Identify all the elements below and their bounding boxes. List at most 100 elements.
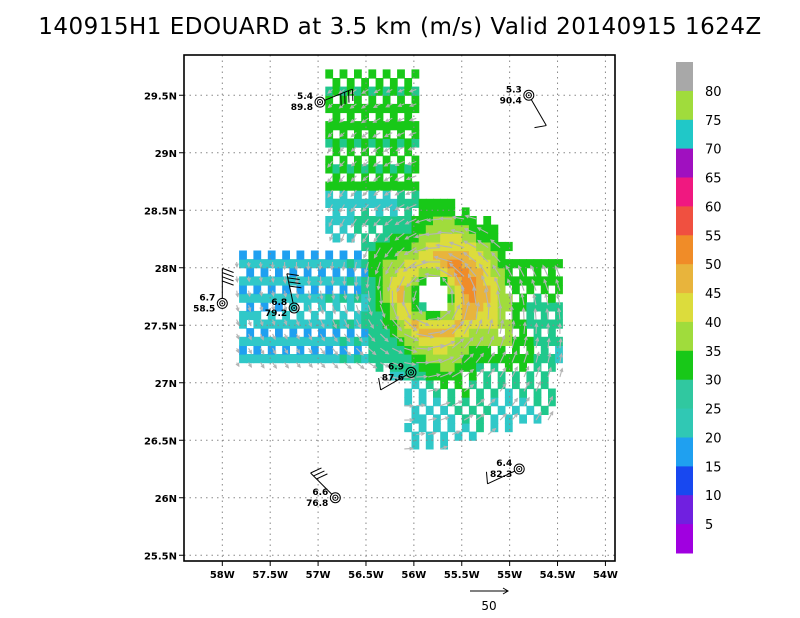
wind-cell: [397, 233, 405, 243]
wind-cell: [418, 388, 427, 398]
wind-cell: [354, 121, 362, 131]
wind-vector-head: [327, 118, 333, 123]
wind-cell: [239, 319, 247, 329]
wind-cell: [504, 319, 513, 329]
wind-cell: [346, 267, 355, 277]
wind-vector-head: [547, 352, 552, 358]
wind-vector: [362, 218, 369, 227]
wind-cell: [411, 155, 420, 165]
wind-cell: [411, 86, 420, 96]
wind-vector-head: [284, 349, 289, 355]
wind-vector: [384, 132, 393, 137]
wind-cell: [418, 233, 427, 243]
wind-vector: [435, 266, 453, 277]
wind-vector-head: [333, 324, 337, 329]
wind-cell: [447, 423, 456, 433]
wind-cell: [490, 362, 499, 372]
wind-vector: [523, 351, 529, 363]
wind-vector-head: [443, 445, 449, 450]
wind-cell: [339, 336, 348, 346]
wind-vector-head: [327, 163, 332, 168]
wind-vector-head: [530, 264, 534, 270]
wind-vector: [436, 244, 453, 249]
wind-vector-head: [479, 335, 484, 341]
wind-vector: [438, 231, 453, 234]
wind-vector-head: [511, 319, 516, 325]
wind-cell: [447, 224, 456, 234]
wind-cell: [389, 172, 398, 183]
wind-cell: [411, 129, 420, 139]
wind-vector-head: [490, 239, 495, 244]
wind-vector-head: [557, 307, 562, 313]
station-marker-outer: [513, 463, 525, 475]
wind-cell: [332, 103, 341, 114]
wind-cell: [468, 310, 477, 321]
wind-vector-head: [294, 266, 299, 271]
wind-vector: [384, 175, 393, 181]
wind-vector-head: [384, 237, 389, 242]
wind-vector-head: [362, 238, 367, 244]
wind-vector: [387, 276, 393, 291]
wind-vector: [375, 261, 381, 274]
wind-cell: [476, 233, 484, 243]
wind-vector-head: [361, 89, 366, 94]
wind-cell: [389, 224, 398, 234]
wind-cell: [310, 285, 319, 295]
colorbar-label: 65: [705, 172, 722, 187]
wind-cell: [253, 319, 262, 329]
wind-vector-head: [308, 322, 312, 328]
wind-cell: [468, 371, 477, 381]
wind-cell: [526, 276, 535, 286]
wind-vector: [379, 347, 389, 355]
wind-cell: [433, 423, 441, 433]
wind-vector-head: [384, 206, 389, 211]
wind-vector-head: [283, 306, 288, 312]
wind-cell: [411, 354, 420, 364]
wind-cell: [476, 388, 484, 398]
wind-vector-head: [534, 322, 539, 328]
wind-vector: [408, 146, 417, 151]
wind-cell: [433, 233, 441, 243]
wind-cell: [433, 241, 441, 252]
wind-cell: [239, 345, 247, 355]
wind-vector: [487, 398, 496, 407]
wind-cell: [533, 362, 542, 372]
wind-cell: [368, 310, 377, 321]
wind-cell: [418, 354, 427, 364]
wind-cell: [433, 207, 441, 217]
wind-cell: [425, 440, 434, 450]
wind-vector: [425, 273, 441, 277]
wind-cell: [397, 138, 405, 148]
colorbar-swatch: [676, 379, 693, 410]
wind-vector-head: [376, 285, 381, 291]
wind-cell: [433, 198, 441, 208]
wind-vector-head: [327, 103, 333, 109]
wind-vector-head: [339, 133, 344, 138]
colorbar-label: 80: [705, 85, 722, 100]
wind-vector-head: [373, 206, 378, 212]
wind-cell: [440, 319, 448, 329]
wind-cell: [447, 293, 456, 303]
wind-vector: [511, 366, 518, 378]
wind-barb-staff: [286, 273, 294, 304]
wind-vector: [511, 398, 518, 407]
wind-vector-head: [436, 373, 442, 378]
wind-vector-head: [396, 132, 401, 137]
wind-vector-head: [410, 375, 416, 380]
wind-cell: [361, 181, 369, 191]
wind-vector-head: [435, 243, 440, 248]
wind-vector-head: [480, 413, 486, 418]
wind-vector: [384, 160, 393, 167]
wind-cell: [418, 423, 427, 433]
wind-cell: [404, 259, 413, 269]
wind-vector: [535, 412, 542, 421]
wind-cell: [404, 103, 413, 114]
wind-cell: [260, 328, 269, 338]
colorbar-swatch: [676, 264, 693, 294]
station-label-top: 6.8: [271, 298, 287, 308]
wind-cell: [404, 224, 413, 234]
wind-vector-head: [259, 321, 264, 327]
wind-cell: [425, 328, 434, 338]
wind-cell: [540, 345, 549, 355]
wind-vector-head: [532, 293, 537, 299]
